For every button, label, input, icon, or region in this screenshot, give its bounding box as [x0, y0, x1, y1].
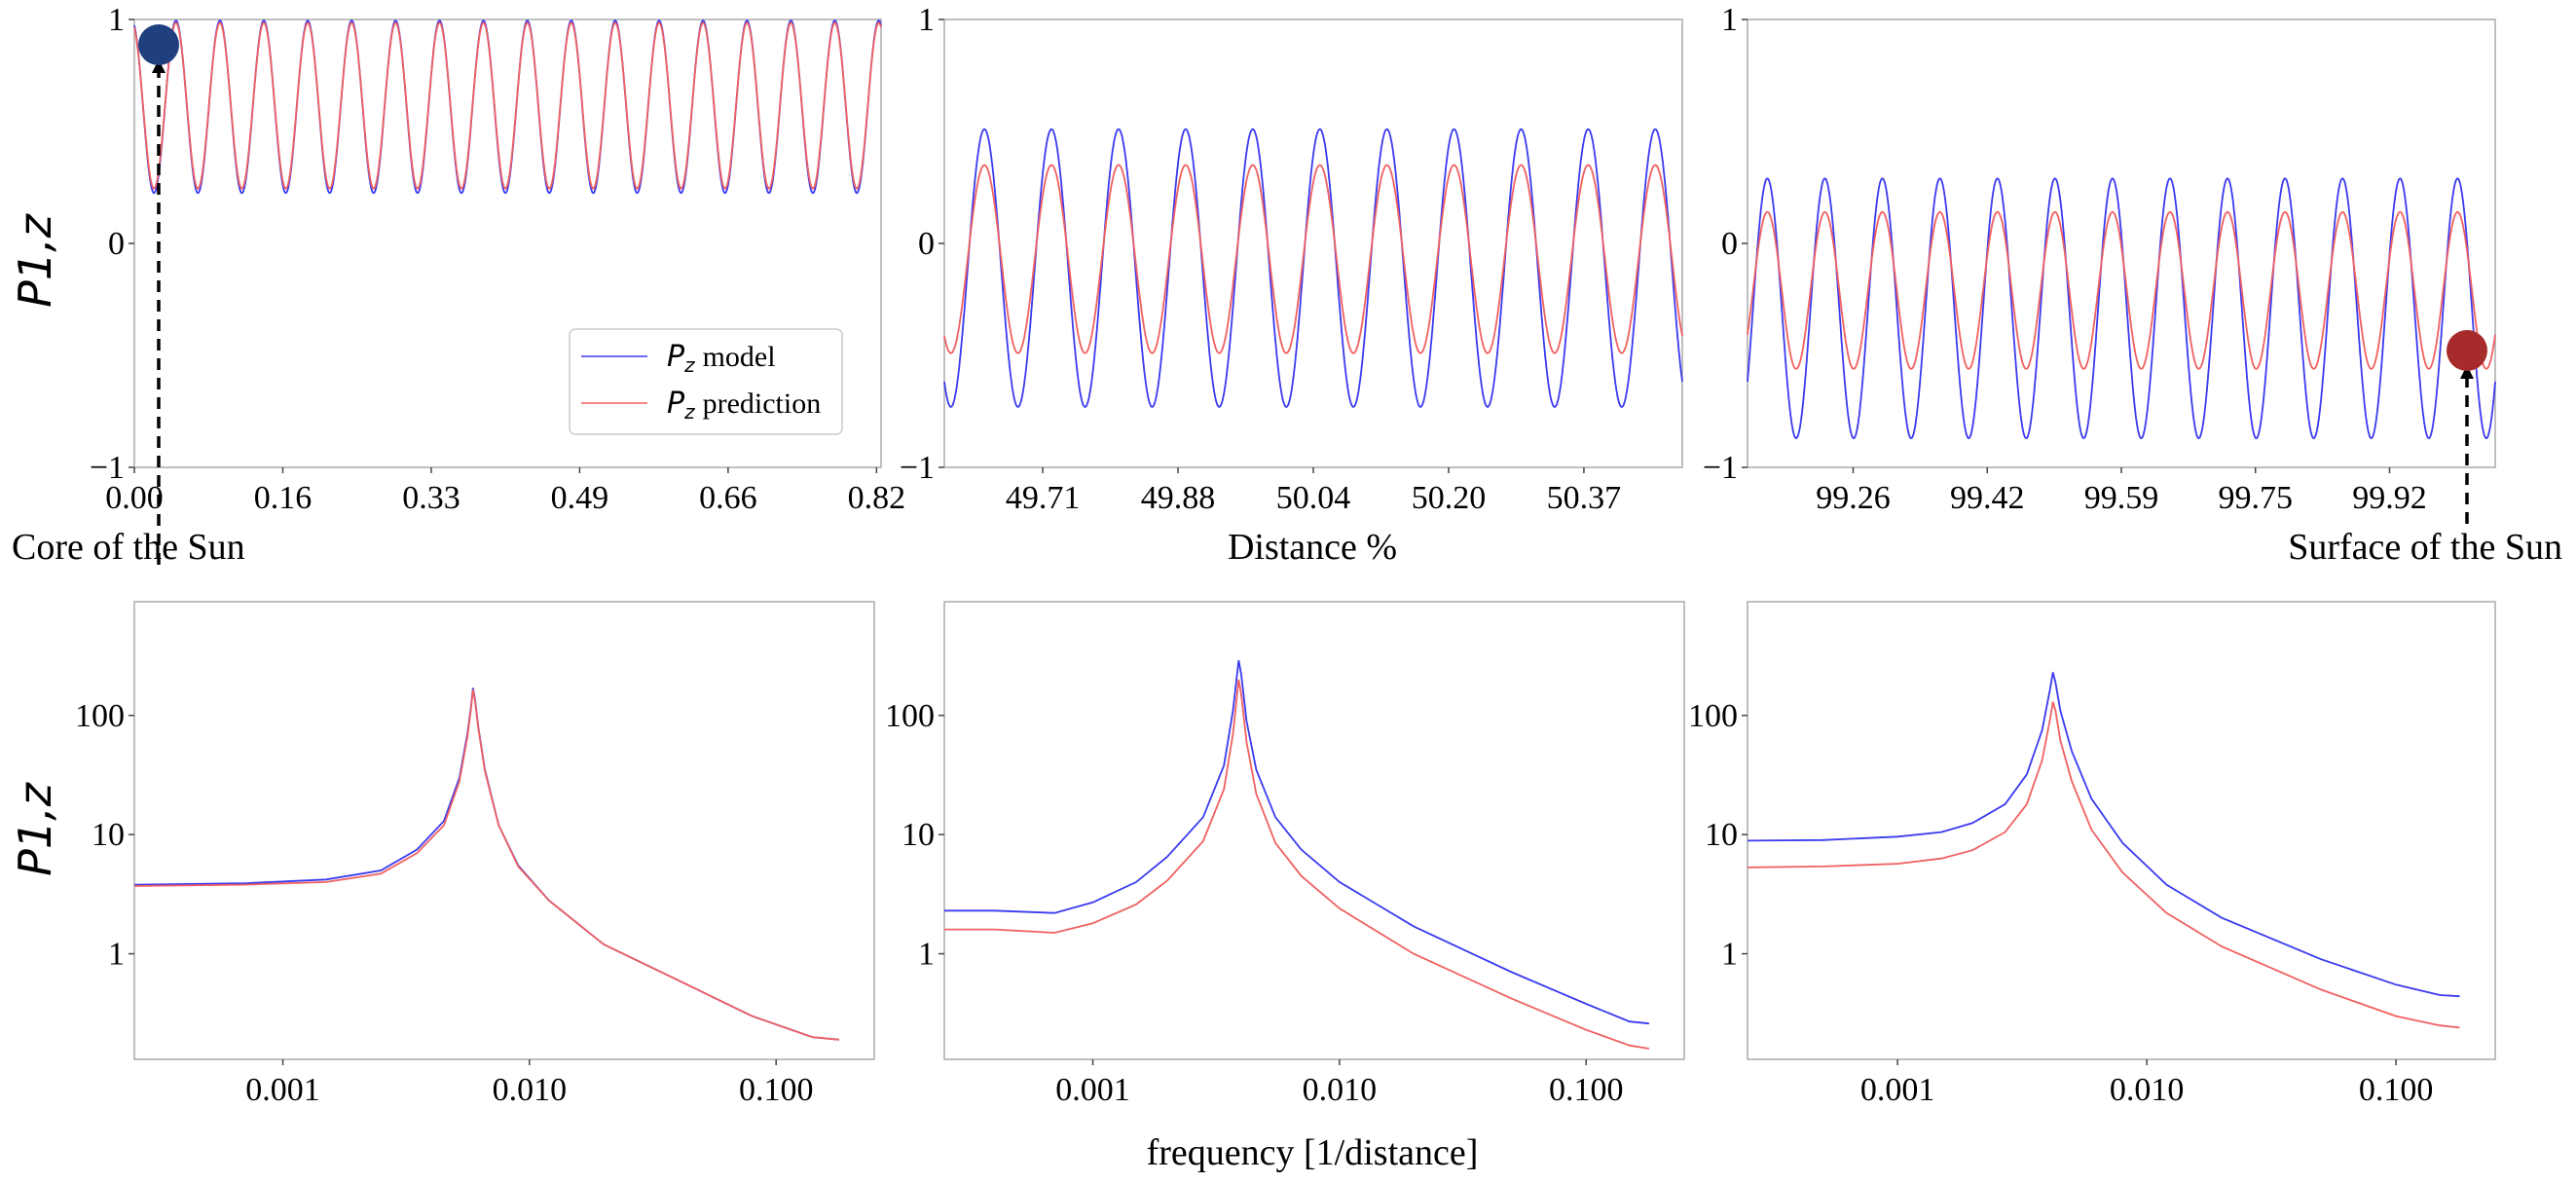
subplot-top-middle: 49.71 49.88 50.04 50.20 50.37 −1 0 1 [900, 2, 1683, 516]
surface-marker-group [2447, 330, 2487, 524]
series-line-model [944, 660, 1649, 1025]
y-tick-label: 100 [1688, 698, 1738, 734]
y-tick-label: 1 [1721, 2, 1738, 38]
x-tick-label: 0.00 [105, 480, 164, 516]
y-tick-label: −1 [1703, 450, 1738, 486]
y-tick-label: 1 [918, 2, 935, 38]
legend-prediction-symbol-sub: z [683, 400, 695, 424]
y-tick-label: −1 [90, 450, 125, 486]
x-tick-label: 0.66 [699, 480, 757, 516]
subplot-top-right: 99.26 99.42 99.59 99.75 99.92 −1 0 1 [1703, 2, 2496, 516]
x-tick-label: 49.88 [1141, 480, 1216, 516]
plot-frame [943, 18, 1683, 468]
y-tick-label: 10 [902, 817, 935, 853]
x-tick-label: 99.92 [2352, 480, 2427, 516]
subplot-top-left: 0.00 0.16 0.33 0.49 0.66 0.82 −1 0 1 [90, 2, 905, 516]
legend-frame [569, 328, 843, 435]
y-tick-label: 0 [1721, 226, 1738, 262]
x-tick-label: 0.100 [739, 1072, 814, 1108]
x-tick-label: 99.59 [2084, 480, 2159, 516]
x-tick-label: 0.49 [551, 480, 609, 516]
annotation-surface: Surface of the Sun [2288, 527, 2562, 568]
x-tick-label: 0.16 [254, 480, 313, 516]
x-tick-label: 0.001 [1860, 1072, 1935, 1108]
plot-frame [1747, 601, 2496, 1060]
x-tick-label: 50.04 [1276, 480, 1351, 516]
y-tick-label: 1 [108, 2, 125, 38]
y-tick-label: 1 [108, 937, 125, 973]
y-tick-label: −1 [900, 450, 935, 486]
legend-prediction-label: Pz prediction [667, 387, 821, 424]
y-tick-label: 1 [1721, 937, 1738, 973]
series-line-prediction [133, 21, 882, 190]
legend-model-symbol-sub: z [683, 353, 695, 377]
core-marker [138, 24, 179, 65]
xlabel-bottom: frequency [1/distance] [1147, 1132, 1479, 1173]
x-tick-label: 0.001 [245, 1072, 320, 1108]
annotation-core: Core of the Sun [12, 527, 245, 568]
x-tick-label: 0.82 [848, 480, 906, 516]
series-line-model [133, 687, 839, 1041]
x-tick-label: 0.100 [1549, 1072, 1624, 1108]
ylabel-bottom: P1,z [9, 782, 61, 876]
subplot-bottom-left: 0.001 0.010 0.100 1 10 100 [75, 601, 875, 1108]
legend-model-symbol: P [667, 340, 685, 374]
x-tick-label: 50.20 [1412, 480, 1487, 516]
series-line-prediction [944, 679, 1650, 1050]
y-tick-label: 100 [75, 698, 125, 734]
x-tick-label: 0.001 [1055, 1072, 1130, 1108]
subplot-bottom-middle: 0.001 0.010 0.100 1 10 100 [885, 601, 1685, 1108]
x-tick-label: 99.42 [1950, 480, 2025, 516]
series-line-model [1747, 672, 2460, 998]
x-tick-label: 49.71 [1006, 480, 1081, 516]
legend-model-label: Pz model [667, 340, 776, 377]
x-tick-label: 0.33 [402, 480, 460, 516]
core-marker-group [138, 24, 179, 565]
legend-prediction-symbol: P [667, 387, 685, 421]
series-line-prediction [1747, 210, 2496, 370]
ylabel-top: P1,z [9, 213, 61, 308]
plot-frame [133, 601, 875, 1060]
subplot-bottom-right: 0.001 0.010 0.100 1 10 100 [1688, 601, 2496, 1108]
xlabel-top: Distance % [1228, 527, 1397, 568]
y-tick-label: 1 [918, 937, 935, 973]
series-line-prediction [1747, 701, 2460, 1029]
x-tick-label: 0.010 [493, 1072, 568, 1108]
y-tick-label: 10 [92, 817, 125, 853]
x-tick-label: 0.010 [2110, 1072, 2185, 1108]
plot-frame [943, 601, 1685, 1060]
legend-model-text: model [703, 341, 776, 373]
surface-marker [2447, 330, 2487, 371]
x-tick-label: 99.26 [1816, 480, 1891, 516]
y-tick-label: 0 [918, 226, 935, 262]
y-tick-label: 0 [108, 226, 125, 262]
legend-prediction-text: prediction [703, 388, 822, 420]
x-tick-label: 0.100 [2359, 1072, 2434, 1108]
series-line-prediction [943, 164, 1683, 354]
x-tick-label: 99.75 [2218, 480, 2293, 516]
legend: Pz model Pz prediction [569, 328, 843, 435]
x-tick-label: 50.37 [1547, 480, 1622, 516]
y-tick-label: 100 [885, 698, 935, 734]
x-tick-label: 0.010 [1303, 1072, 1378, 1108]
y-tick-label: 10 [1705, 817, 1738, 853]
series-line-prediction [133, 689, 839, 1041]
